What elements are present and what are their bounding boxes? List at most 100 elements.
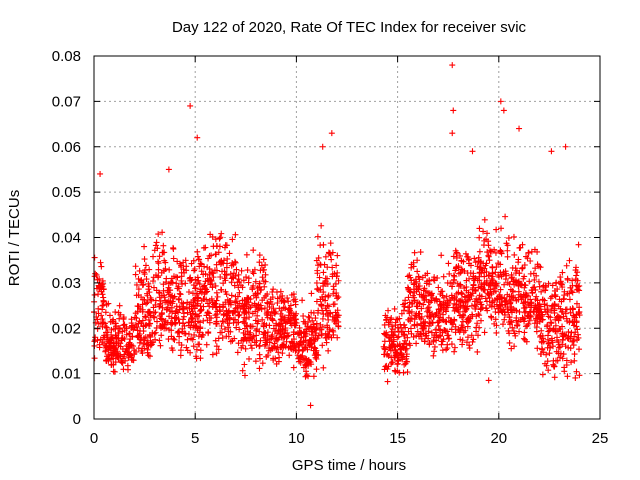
data-point (487, 286, 494, 293)
data-point (425, 335, 432, 342)
data-point (162, 265, 169, 272)
data-point (268, 301, 275, 308)
data-point (449, 130, 456, 137)
data-point (520, 335, 527, 342)
data-point (253, 294, 260, 301)
data-point (557, 274, 564, 281)
data-point (531, 246, 538, 253)
data-point (502, 270, 509, 277)
data-point (174, 329, 181, 336)
data-point (188, 260, 195, 267)
data-point (164, 287, 171, 294)
data-point (279, 312, 286, 319)
data-point (170, 294, 177, 301)
data-point (576, 372, 583, 379)
data-point (176, 304, 183, 311)
data-point (91, 355, 98, 362)
data-point (393, 349, 400, 356)
data-point (476, 248, 483, 255)
data-point (173, 315, 180, 322)
data-point (238, 267, 245, 274)
data-point (104, 334, 111, 341)
data-point (405, 308, 412, 315)
data-point (103, 324, 110, 331)
data-point (414, 268, 421, 275)
data-point (469, 338, 476, 345)
data-point (426, 309, 433, 316)
data-point (251, 266, 258, 273)
data-point (310, 373, 317, 380)
data-point (385, 307, 392, 314)
data-point (414, 257, 421, 264)
data-point (183, 263, 190, 270)
data-point (240, 306, 247, 313)
data-point (227, 271, 234, 278)
axis-ticks (93, 55, 601, 420)
data-point (497, 269, 504, 276)
data-point (175, 309, 182, 316)
data-point (438, 252, 445, 259)
data-point (218, 286, 225, 293)
data-point (280, 341, 287, 348)
data-point (402, 337, 409, 344)
data-point (475, 311, 482, 318)
data-point (240, 277, 247, 284)
data-point (192, 318, 199, 325)
data-point (516, 328, 523, 335)
data-point (499, 308, 506, 315)
data-point (146, 332, 153, 339)
data-point (398, 351, 405, 358)
data-point (217, 274, 224, 281)
data-point (446, 270, 453, 277)
data-point (480, 228, 487, 235)
data-point (187, 102, 194, 109)
data-point (559, 284, 566, 291)
data-point (388, 315, 395, 322)
data-point (323, 339, 330, 346)
data-point (322, 253, 329, 260)
data-point (445, 260, 452, 267)
data-point (411, 249, 418, 256)
data-point (536, 283, 543, 290)
data-point (537, 333, 544, 340)
data-point (108, 337, 115, 344)
data-point (559, 337, 566, 344)
data-point (314, 233, 321, 240)
data-point (128, 316, 135, 323)
data-point (285, 306, 292, 313)
data-point (155, 289, 162, 296)
data-point (416, 300, 423, 307)
data-point (525, 249, 532, 256)
data-point (273, 320, 280, 327)
data-point (388, 323, 395, 330)
data-point (140, 340, 147, 347)
data-point (333, 273, 340, 280)
data-point (511, 251, 518, 258)
data-point (140, 323, 147, 330)
data-point (527, 270, 534, 277)
data-point (232, 231, 239, 238)
data-point (325, 292, 332, 299)
data-point (558, 281, 565, 288)
data-point (279, 292, 286, 299)
data-point (574, 336, 581, 343)
data-point (179, 281, 186, 288)
data-point (155, 260, 162, 267)
data-point (510, 327, 517, 334)
data-point (385, 321, 392, 328)
data-point (97, 259, 104, 266)
data-point (388, 337, 395, 344)
data-point (169, 279, 176, 286)
data-point (256, 343, 263, 350)
data-point (402, 360, 409, 367)
data-point (451, 300, 458, 307)
data-point (155, 274, 162, 281)
data-point (254, 312, 261, 319)
data-point (223, 312, 230, 319)
data-point (249, 286, 256, 293)
data-point (332, 309, 339, 316)
data-point (313, 257, 320, 264)
y-tick-label: 0.07 (52, 93, 81, 110)
data-point (269, 289, 276, 296)
data-point (218, 230, 225, 237)
